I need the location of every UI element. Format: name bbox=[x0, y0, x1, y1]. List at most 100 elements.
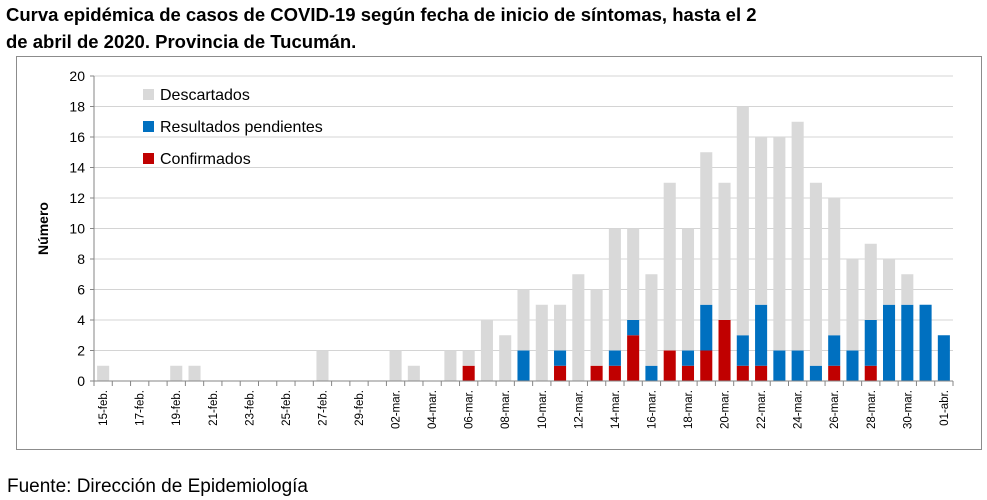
bar-descartados bbox=[608, 228, 621, 351]
bar-descartados bbox=[828, 198, 841, 336]
x-tick-label: 04-mar. bbox=[427, 390, 439, 429]
x-tick-label: 29-feb. bbox=[354, 390, 366, 426]
y-tick-label: 0 bbox=[77, 373, 85, 389]
bar-descartados bbox=[627, 228, 640, 320]
bar-pendientes bbox=[791, 350, 804, 381]
bar-pendientes bbox=[883, 304, 896, 381]
x-tick-label: 23-feb. bbox=[244, 390, 256, 426]
legend-label-descartados: Descartados bbox=[160, 87, 250, 104]
bar-descartados bbox=[389, 350, 402, 381]
bar-pendientes bbox=[627, 320, 640, 336]
chart-title-line-1: Curva epidémica de casos de COVID-19 seg… bbox=[6, 4, 757, 25]
bar-confirmados bbox=[608, 365, 621, 381]
x-tick-label: 27-feb. bbox=[317, 390, 329, 426]
bar-descartados bbox=[590, 289, 603, 366]
bar-pendientes bbox=[755, 304, 768, 366]
legend-label-confirmados: Confirmados bbox=[160, 151, 251, 168]
y-tick-label: 20 bbox=[69, 68, 85, 84]
x-tick-label: 19-feb. bbox=[171, 390, 183, 426]
y-tick-label: 16 bbox=[69, 129, 85, 145]
y-tick-label: 14 bbox=[69, 160, 85, 176]
bar-pendientes bbox=[919, 304, 932, 381]
bar-confirmados bbox=[736, 365, 749, 381]
bar-pendientes bbox=[645, 365, 658, 381]
bar-descartados bbox=[517, 289, 530, 351]
bar-pendientes bbox=[773, 350, 786, 381]
bar-confirmados bbox=[755, 365, 768, 381]
x-tick-label: 08-mar. bbox=[500, 390, 512, 429]
bar-descartados bbox=[462, 350, 475, 366]
chart-title: Curva epidémica de casos de COVID-19 seg… bbox=[6, 1, 987, 55]
bar-pendientes bbox=[608, 350, 621, 366]
x-tick-label: 12-mar. bbox=[573, 390, 585, 429]
x-tick-label: 14-mar. bbox=[610, 390, 622, 429]
x-tick-label: 21-feb. bbox=[208, 390, 220, 426]
x-tick-label: 15-feb. bbox=[98, 390, 110, 426]
bar-confirmados bbox=[554, 365, 567, 381]
x-tick-label: 22-mar. bbox=[756, 390, 768, 429]
x-tick-label: 17-feb. bbox=[135, 390, 147, 426]
bar-descartados bbox=[554, 304, 567, 351]
bar-descartados bbox=[700, 152, 713, 305]
bar-descartados bbox=[97, 365, 110, 381]
x-tick-label: 16-mar. bbox=[646, 390, 658, 429]
chart-svg: 0 2 4 6 8 10 12 14 16 18 20 15-feb. 17-feb. 19-feb. 21… bbox=[35, 68, 954, 429]
bar-confirmados bbox=[864, 365, 877, 381]
bar-descartados bbox=[846, 259, 859, 351]
bar-descartados bbox=[535, 304, 548, 381]
y-tick-label: 2 bbox=[77, 343, 85, 359]
bar-descartados bbox=[645, 274, 658, 366]
bar-confirmados bbox=[462, 365, 475, 381]
chart-frame: 0 2 4 6 8 10 12 14 16 18 20 15-feb. 17-feb. 19-feb. 21… bbox=[16, 56, 982, 450]
bar-confirmados bbox=[718, 320, 731, 381]
x-tick-label: 28-mar. bbox=[866, 390, 878, 429]
bar-confirmados bbox=[663, 350, 676, 381]
bar-pendientes bbox=[828, 335, 841, 366]
chart-title-line-2: de abril de 2020. Provincia de Tucumán. bbox=[6, 31, 357, 52]
x-tick-label: 24-mar. bbox=[793, 390, 805, 429]
legend-swatch-pendientes bbox=[143, 121, 154, 132]
x-tick-label: 06-mar. bbox=[464, 390, 476, 429]
x-tick-label: 26-mar. bbox=[829, 390, 841, 429]
bar-pendientes bbox=[681, 350, 695, 366]
x-tick-label: 10-mar. bbox=[537, 390, 549, 429]
bar-descartados bbox=[480, 320, 493, 381]
bar-descartados bbox=[773, 137, 786, 351]
bar-confirmados bbox=[627, 335, 640, 381]
bar-confirmados bbox=[590, 365, 603, 381]
bar-descartados bbox=[444, 350, 457, 381]
legend-swatch-confirmados bbox=[143, 153, 154, 164]
bar-descartados bbox=[681, 228, 695, 351]
bar-descartados bbox=[663, 182, 676, 351]
bar-descartados bbox=[499, 335, 512, 381]
bar-pendientes bbox=[554, 350, 567, 366]
y-axis-title: Número bbox=[35, 202, 51, 255]
bar-descartados bbox=[864, 243, 877, 320]
bar-descartados bbox=[883, 259, 896, 305]
y-tick-label: 10 bbox=[69, 221, 85, 237]
bar-descartados bbox=[407, 365, 420, 381]
y-tick-label: 4 bbox=[77, 312, 85, 328]
x-tick-label: 30-mar. bbox=[902, 390, 914, 429]
bar-pendientes bbox=[937, 335, 950, 381]
bar-descartados bbox=[572, 274, 585, 381]
y-tick-label: 8 bbox=[77, 251, 85, 267]
bar-pendientes bbox=[736, 335, 749, 366]
bar-confirmados bbox=[828, 365, 841, 381]
y-tick-label: 18 bbox=[69, 99, 85, 115]
bar-confirmados bbox=[681, 365, 695, 381]
x-tick-label: 01-abr. bbox=[939, 390, 951, 426]
y-tick-label: 12 bbox=[69, 190, 85, 206]
bar-descartados bbox=[316, 350, 329, 381]
legend-label-pendientes: Resultados pendientes bbox=[160, 119, 323, 136]
legend-swatch-descartados bbox=[143, 89, 154, 100]
bar-pendientes bbox=[901, 304, 914, 381]
bar-pendientes bbox=[809, 365, 822, 381]
bar-descartados bbox=[170, 365, 183, 381]
bar-descartados bbox=[791, 121, 804, 351]
bar-pendientes bbox=[517, 350, 530, 381]
bar-descartados bbox=[755, 137, 768, 305]
bar-pendientes bbox=[700, 304, 713, 351]
bar-descartados bbox=[736, 106, 749, 336]
x-tick-label: 02-mar. bbox=[391, 390, 403, 429]
